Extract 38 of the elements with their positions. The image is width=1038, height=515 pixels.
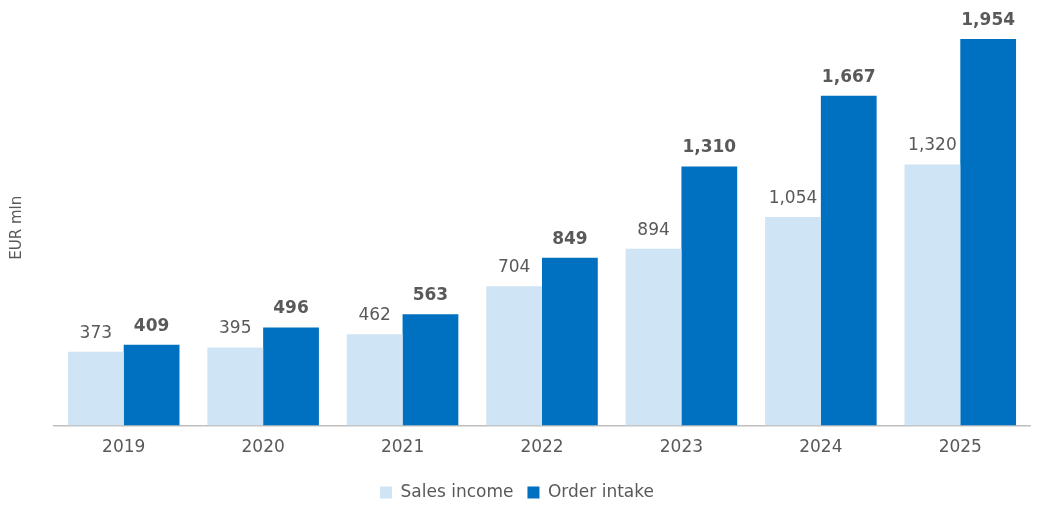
bar bbox=[486, 286, 542, 426]
bar bbox=[960, 39, 1017, 426]
x-tick-label: 2022 bbox=[520, 436, 564, 457]
data-label: 1,667 bbox=[821, 65, 876, 86]
bar bbox=[542, 257, 598, 426]
data-label: 704 bbox=[497, 256, 531, 277]
bar bbox=[820, 95, 877, 426]
data-label: 1,054 bbox=[768, 187, 818, 208]
data-label: 894 bbox=[637, 218, 670, 239]
data-label: 563 bbox=[412, 284, 449, 305]
bar bbox=[123, 344, 180, 426]
legend-label: Order intake bbox=[547, 480, 654, 501]
x-tick-label: 2020 bbox=[241, 436, 285, 457]
data-label: 496 bbox=[273, 297, 309, 318]
bar bbox=[346, 334, 403, 426]
data-label: 849 bbox=[552, 227, 588, 248]
data-label: 395 bbox=[219, 317, 252, 338]
y-axis-title: EUR mln bbox=[6, 195, 25, 260]
x-tick-label: 2023 bbox=[659, 436, 704, 457]
data-label: 1,954 bbox=[961, 9, 1016, 30]
x-tick-label: 2021 bbox=[380, 436, 425, 457]
data-label: 1,310 bbox=[682, 136, 737, 157]
x-tick-label: 2025 bbox=[938, 436, 982, 457]
data-label: 462 bbox=[358, 304, 391, 325]
bar bbox=[207, 347, 264, 426]
bar bbox=[263, 327, 319, 426]
bar bbox=[625, 248, 682, 426]
bar bbox=[681, 166, 738, 426]
data-label: 1,320 bbox=[908, 134, 957, 155]
bar bbox=[904, 164, 961, 426]
x-tick-label: 2019 bbox=[102, 436, 146, 457]
bar bbox=[67, 351, 124, 426]
data-label: 373 bbox=[79, 321, 113, 342]
x-tick-label: 2024 bbox=[799, 436, 843, 457]
legend-label: Sales income bbox=[400, 480, 514, 501]
bar bbox=[765, 217, 821, 426]
bar bbox=[402, 314, 459, 426]
data-label: 409 bbox=[133, 314, 170, 335]
